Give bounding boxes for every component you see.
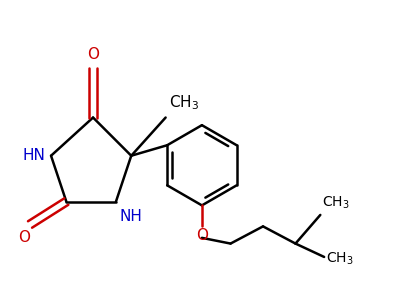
Text: NH: NH [120,209,143,224]
Text: CH$_3$: CH$_3$ [326,251,354,267]
Text: CH$_3$: CH$_3$ [322,195,350,211]
Text: CH$_3$: CH$_3$ [170,93,200,112]
Text: HN: HN [22,148,45,163]
Text: O: O [18,230,30,245]
Text: O: O [87,47,99,62]
Text: O: O [196,228,208,243]
